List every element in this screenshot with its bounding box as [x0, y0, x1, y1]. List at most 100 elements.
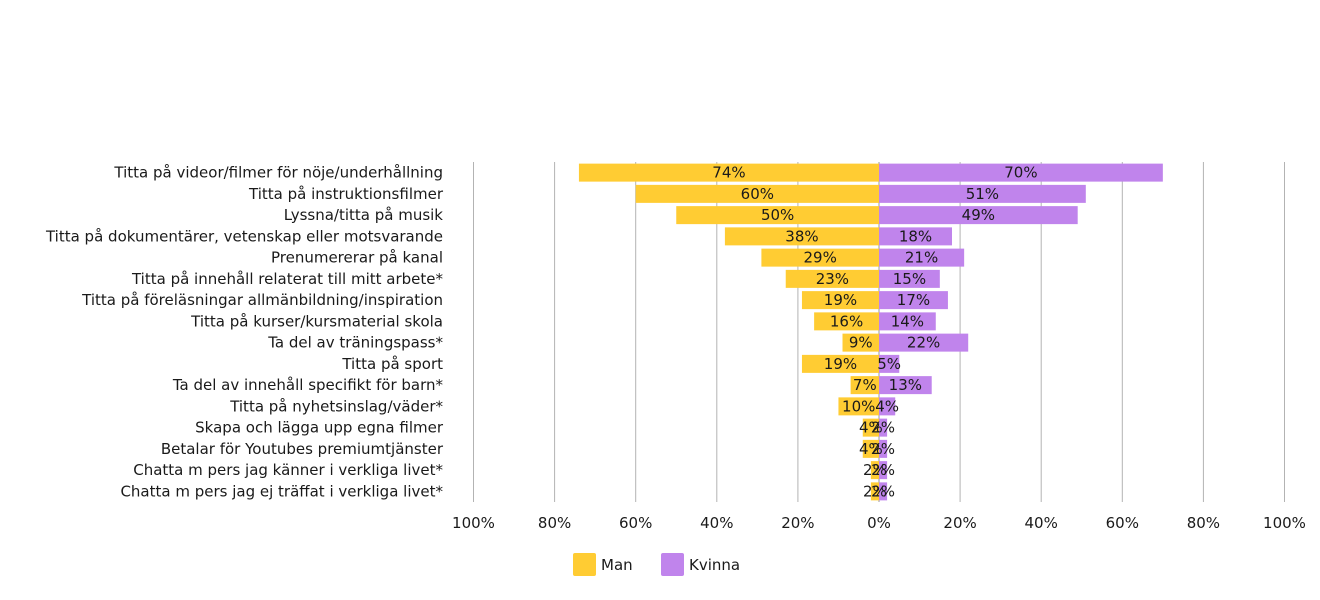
data-label-kvinna: 2% [871, 440, 895, 458]
bar-man [870, 461, 879, 480]
bar-man [862, 418, 879, 437]
data-label-kvinna: 17% [897, 291, 930, 309]
category-label: Titta på nyhetsinslag/väder* [229, 397, 443, 415]
data-label-man: 7% [853, 376, 877, 394]
x-tick-label: 20% [943, 514, 976, 532]
data-label-kvinna: 49% [962, 206, 995, 224]
data-label-kvinna: 4% [875, 397, 899, 415]
bar-kvinna [879, 482, 888, 501]
bar-kvinna [879, 163, 1163, 182]
legend-swatch [661, 553, 684, 576]
x-tick-label: 80% [538, 514, 571, 532]
data-label-kvinna: 18% [899, 227, 932, 245]
bar-man [870, 482, 879, 501]
bar-man [838, 397, 879, 416]
category-label: Titta på föreläsningar allmänbildning/in… [81, 291, 443, 309]
category-labels: Titta på videor/filmer för nöje/underhål… [45, 164, 444, 501]
data-label-kvinna: 70% [1004, 164, 1037, 182]
category-label: Lyssna/titta på musik [284, 206, 444, 224]
bar-kvinna [879, 312, 936, 331]
category-label: Ta del av innehåll specifikt för barn* [172, 376, 444, 394]
data-label-man: 60% [741, 185, 774, 203]
data-label-kvinna: 22% [907, 334, 940, 352]
bar-man [578, 163, 879, 182]
bar-man [635, 184, 879, 203]
bar-kvinna [879, 184, 1086, 203]
x-tick-label: 100% [1263, 514, 1306, 532]
bar-kvinna [879, 461, 888, 480]
data-label-kvinna: 5% [877, 355, 901, 373]
category-label: Chatta m pers jag ej träffat i verkliga … [120, 482, 443, 500]
legend-label: Kvinna [689, 556, 740, 574]
data-label-man: 16% [830, 312, 863, 330]
bar-kvinna [879, 354, 900, 373]
bar-man [801, 354, 879, 373]
data-label-man: 2% [863, 482, 887, 500]
x-tick-label: 100% [452, 514, 495, 532]
bar-kvinna [879, 333, 969, 352]
bar-man [862, 439, 879, 458]
bar-man [814, 312, 879, 331]
legend: Man Kvinna [573, 553, 740, 576]
bar-man [842, 333, 879, 352]
data-label-kvinna: 51% [966, 185, 999, 203]
data-label-kvinna: 14% [891, 312, 924, 330]
data-label-man: 74% [712, 164, 745, 182]
data-label-man: 23% [816, 270, 849, 288]
x-axis-ticks: 100% 80% 60% 40% 20% 0% 20% 40% 60% 80% 100% [452, 514, 1306, 532]
category-label: Titta på videor/filmer för nöje/underhål… [113, 164, 443, 182]
category-label: Titta på sport [341, 355, 443, 373]
bar-kvinna [879, 291, 948, 310]
data-label-kvinna: 2% [871, 461, 895, 479]
category-label: Chatta m pers jag känner i verkliga live… [133, 461, 443, 479]
data-label-man: 29% [804, 249, 837, 267]
category-label: Titta på instruktionsfilmer [248, 185, 444, 203]
bar-kvinna [879, 397, 896, 416]
data-label-man: 9% [849, 334, 873, 352]
data-label-kvinna: 15% [893, 270, 926, 288]
data-labels: 74% 70% 60% 51% 50% 49% 38% 18% 29% 21% 23% 15% 19% 1… [712, 164, 1037, 501]
data-label-man: 10% [842, 397, 875, 415]
bar-man [676, 206, 879, 225]
data-label-man: 19% [824, 355, 857, 373]
category-label: Titta på kurser/kursmaterial skola [190, 312, 443, 330]
x-tick-label: 40% [1025, 514, 1058, 532]
data-label-kvinna: 13% [889, 376, 922, 394]
category-label: Skapa och lägga upp egna filmer [195, 419, 444, 437]
bar-kvinna [879, 206, 1078, 225]
data-label-man: 50% [761, 206, 794, 224]
bars [578, 163, 1163, 501]
bar-kvinna [879, 227, 952, 246]
data-label-kvinna: 2% [871, 482, 895, 500]
bar-kvinna [879, 439, 888, 458]
category-label: Titta på innehåll relaterat till mitt ar… [131, 270, 444, 288]
bar-man [724, 227, 879, 246]
legend-swatch [573, 553, 596, 576]
data-label-man: 38% [785, 227, 818, 245]
x-tick-label: 0% [867, 514, 891, 532]
category-label: Betalar för Youtubes premiumtjänster [161, 440, 444, 458]
legend-label: Man [601, 556, 633, 574]
bar-man [850, 376, 879, 395]
data-label-kvinna: 21% [905, 249, 938, 267]
bar-kvinna [879, 248, 965, 267]
data-label-kvinna: 2% [871, 419, 895, 437]
bar-man [801, 291, 879, 310]
bar-man [761, 248, 879, 267]
data-label-man: 19% [824, 291, 857, 309]
bar-kvinna [879, 418, 888, 437]
data-label-man: 4% [859, 440, 883, 458]
data-label-man: 2% [863, 461, 887, 479]
bar-kvinna [879, 269, 940, 288]
data-label-man: 4% [859, 419, 883, 437]
x-tick-label: 60% [1106, 514, 1139, 532]
category-label: Prenumererar på kanal [271, 249, 443, 267]
x-tick-label: 60% [619, 514, 652, 532]
x-tick-label: 40% [700, 514, 733, 532]
category-label: Ta del av träningspass* [267, 334, 443, 352]
category-label: Titta på dokumentärer, vetenskap eller m… [45, 227, 443, 245]
x-tick-label: 80% [1187, 514, 1220, 532]
bar-man [785, 269, 879, 288]
x-tick-label: 20% [781, 514, 814, 532]
